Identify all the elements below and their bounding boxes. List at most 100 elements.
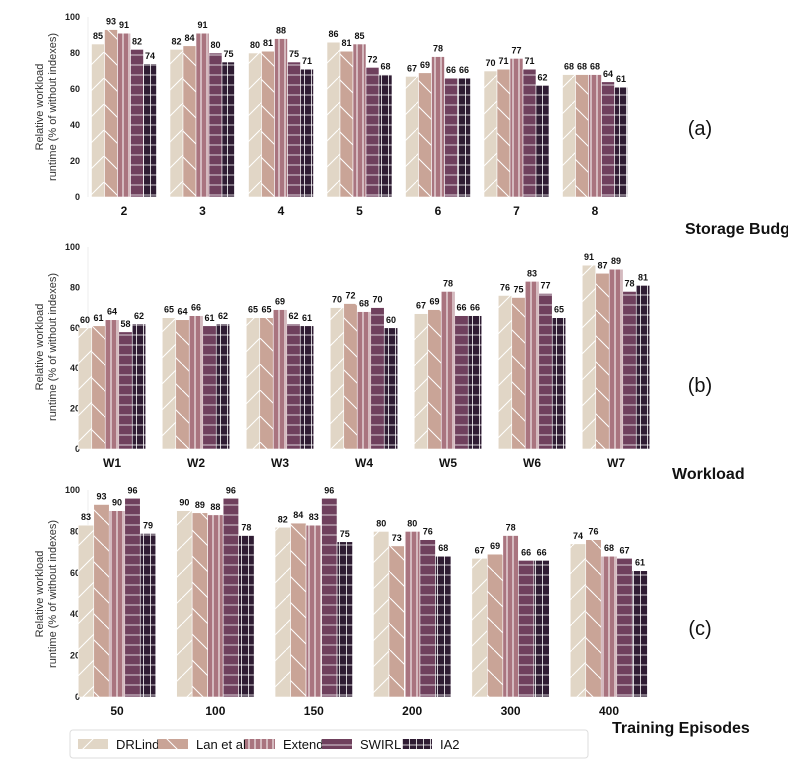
bar-hatch (384, 327, 398, 449)
bar-hatch (538, 293, 553, 449)
y-tick-label: 20 (70, 651, 80, 661)
y-axis-label: Relative workloadruntime (% of without i… (34, 520, 59, 668)
data-label: 91 (584, 252, 594, 262)
data-label: 75 (513, 285, 523, 295)
y-tick-label: 60 (70, 323, 80, 333)
data-label: 93 (106, 17, 116, 27)
panel-a: 0 20 40 60 80 100 Relative workloadruntime (% … (34, 12, 788, 238)
data-label: 83 (81, 512, 91, 522)
data-label: 96 (127, 485, 137, 495)
data-label: 88 (276, 26, 286, 36)
data-label: 96 (324, 485, 334, 495)
data-label: 62 (537, 72, 547, 82)
data-label: 82 (278, 514, 288, 524)
bar-hatch (183, 45, 196, 197)
x-tick-label: W7 (607, 456, 625, 470)
data-label: 78 (443, 278, 453, 288)
data-label: 83 (309, 512, 319, 522)
bar-hatch (379, 74, 392, 197)
y-tick-label: 100 (65, 485, 80, 495)
data-label: 76 (500, 282, 510, 292)
bar-hatch (536, 85, 549, 197)
bar-hatch (484, 71, 497, 197)
data-label: 78 (241, 523, 251, 533)
data-label: 66 (470, 303, 480, 313)
x-axis-label: Workload (672, 466, 745, 483)
data-label: 86 (328, 29, 338, 39)
data-label: 61 (302, 313, 312, 323)
data-label: 72 (345, 291, 355, 301)
data-label: 66 (191, 303, 201, 313)
bar-hatch (523, 69, 536, 197)
y-tick-label: 0 (75, 444, 80, 454)
bar-hatch (636, 285, 650, 449)
data-label: 80 (210, 40, 220, 50)
bar-hatch (118, 331, 133, 449)
legend-swatch-hatch (322, 739, 352, 749)
bar-hatch (588, 74, 602, 197)
panel-label: (a) (688, 118, 712, 140)
data-label: 66 (456, 303, 466, 313)
data-label: 88 (210, 502, 220, 512)
y-tick-label: 20 (70, 404, 80, 414)
y-tick-label: 80 (70, 48, 80, 58)
bar-hatch (404, 531, 420, 697)
bar-hatch (454, 315, 469, 449)
data-label: 66 (446, 65, 456, 75)
y-tick-label: 20 (70, 156, 80, 166)
bar-hatch (207, 514, 224, 697)
y-tick-label: 100 (65, 242, 80, 252)
panel-b: 0 20 40 60 80 100 Relative workloadruntime (% … (34, 242, 745, 483)
data-label: 89 (195, 500, 205, 510)
data-label: 83 (527, 268, 537, 278)
data-label: 68 (359, 299, 369, 309)
bar-hatch (93, 504, 110, 697)
data-label: 61 (204, 313, 214, 323)
data-label: 80 (250, 40, 260, 50)
bar-hatch (327, 42, 340, 198)
data-label: 62 (288, 311, 298, 321)
data-label: 66 (521, 547, 531, 557)
data-label: 82 (171, 36, 181, 46)
legend-item-swirl: SWIRL (322, 737, 401, 752)
data-label: 65 (248, 305, 258, 315)
bar-hatch (427, 309, 442, 449)
data-label: 78 (506, 523, 516, 533)
bar-hatch (189, 315, 203, 449)
bar-hatch (124, 498, 141, 697)
bar-hatch (259, 317, 274, 449)
data-label: 65 (164, 305, 174, 315)
data-label: 71 (302, 56, 312, 66)
bar-hatch (132, 323, 146, 449)
legend-item-ia2: IA2 (402, 737, 460, 752)
bar-hatch (373, 531, 389, 697)
bar-hatch (202, 325, 217, 449)
bar-hatch (616, 558, 633, 697)
bar-hatch (91, 44, 105, 197)
data-label: 87 (597, 260, 607, 270)
bar-hatch (287, 62, 301, 197)
data-label: 89 (611, 256, 621, 266)
y-tick-label: 40 (70, 363, 80, 373)
bar-hatch (357, 311, 371, 449)
data-label: 69 (420, 60, 430, 70)
bar-hatch (170, 49, 183, 198)
x-tick-label: 7 (513, 204, 520, 218)
x-tick-label: 8 (592, 204, 599, 218)
data-label: 79 (143, 520, 153, 530)
x-tick-label: 300 (501, 704, 521, 718)
bar-hatch (487, 554, 503, 697)
bar-hatch (497, 69, 510, 197)
data-label: 70 (485, 58, 495, 68)
data-label: 60 (386, 315, 396, 325)
legend-item-extend: Extend (245, 737, 323, 752)
bar-hatch (222, 62, 235, 197)
data-label: 65 (261, 305, 271, 315)
data-label: 67 (416, 301, 426, 311)
x-tick-label: 5 (356, 204, 363, 218)
bar-hatch (238, 535, 255, 697)
x-tick-label: 100 (205, 704, 225, 718)
legend-label: DRLinda (116, 737, 167, 752)
data-label: 61 (616, 74, 626, 84)
data-label: 58 (120, 319, 130, 329)
